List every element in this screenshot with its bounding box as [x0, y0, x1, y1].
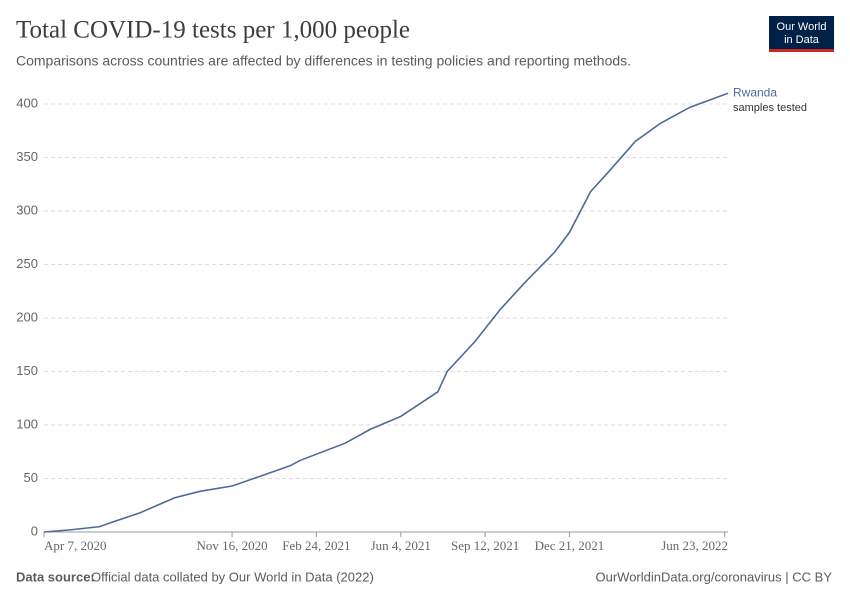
y-tick-label: 100	[16, 416, 38, 431]
logo-text: in Data	[784, 34, 820, 46]
y-tick-label: 300	[16, 202, 38, 217]
x-tick-label: Sep 12, 2021	[451, 538, 519, 553]
x-tick-label: Jun 23, 2022	[661, 538, 728, 553]
footer-link[interactable]: OurWorldinData.org/coronavirus | CC BY	[595, 569, 832, 584]
line	[43, 92, 729, 533]
chart-title: Total COVID-19 tests per 1,000 people	[16, 17, 410, 44]
y-tick-label: 50	[24, 470, 38, 485]
x-tick-label: Feb 24, 2021	[282, 538, 350, 553]
y-tick-label: 250	[16, 256, 38, 271]
source: Official data collated by Our World in D…	[91, 569, 374, 584]
logo-text: Our World	[777, 21, 827, 33]
logo-bar	[769, 49, 834, 52]
y-tick-label: 0	[31, 523, 38, 538]
x-tick-label: Nov 16, 2020	[197, 538, 268, 553]
y-tick-label: 200	[16, 309, 38, 324]
legend-label: Rwanda	[733, 85, 777, 99]
x-tick-label: Dec 21, 2021	[535, 538, 605, 553]
source-label: Data source:	[16, 569, 95, 584]
y-tick-label: 350	[16, 149, 38, 164]
logo	[769, 16, 834, 52]
x-tick-label: Apr 7, 2020	[44, 538, 106, 553]
x-tick-label: Jun 4, 2021	[371, 538, 431, 553]
y-tick-label: 400	[16, 95, 38, 110]
chart-subtitle: Comparisons across countries are affecte…	[16, 53, 631, 69]
y-tick-label: 150	[16, 363, 38, 378]
legend-annotation: samples tested	[733, 102, 807, 114]
